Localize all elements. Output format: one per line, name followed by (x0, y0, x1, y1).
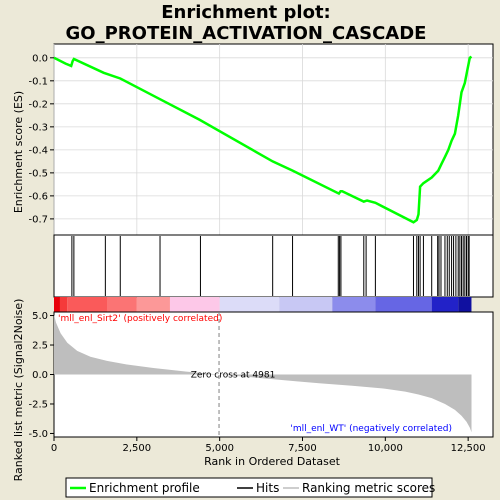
color-bar-segment (169, 297, 220, 312)
es-y-tick-label: -0.4 (28, 145, 48, 156)
color-bar-segment (107, 297, 137, 312)
chart-title-line2: GO_PROTEIN_ACTIVATION_CASCADE (66, 23, 427, 44)
ranking-y-tick-label: -5.0 (28, 429, 48, 440)
x-tick-label: 2,500 (123, 443, 152, 454)
x-axis: 0 2,500 5,000 7,500 10,000 12,500 (51, 437, 486, 454)
x-axis-label: Rank in Ordered Dataset (204, 455, 341, 468)
es-y-axis: 0.0 -0.1 -0.2 -0.3 -0.4 -0.5 -0.6 -0.7 (28, 53, 54, 225)
positive-correlation-label: 'mll_enl_Sirt2' (positively correlated) (58, 314, 222, 324)
ranking-y-tick-label: 5.0 (32, 311, 48, 322)
legend-enrichment-label: Enrichment profile (89, 481, 200, 495)
legend-hits-label: Hits (256, 481, 279, 495)
es-y-tick-label: -0.7 (28, 214, 48, 225)
ranking-metric-area (54, 314, 472, 433)
es-gridlines (53, 44, 493, 235)
color-bar-segment (59, 297, 68, 312)
color-bar-segment (67, 297, 108, 312)
legend-ranking-label: Ranking metric scores (302, 481, 435, 495)
x-tick-label: 10,000 (368, 443, 403, 454)
enrichment-profile-line (53, 55, 473, 224)
color-bar-segment (219, 297, 280, 312)
color-bar-segment (54, 297, 60, 312)
x-tick-label: 12,500 (451, 443, 486, 454)
color-bar-segment (136, 297, 170, 312)
es-y-axis-label: Enrichment score (ES) (12, 91, 25, 213)
es-y-tick-label: -0.5 (28, 168, 48, 179)
negative-correlation-label: 'mll_enl_WT' (negatively correlated) (290, 424, 452, 434)
color-bar-segment (375, 297, 432, 312)
es-panel (53, 43, 494, 236)
ranking-y-tick-label: -2.5 (28, 399, 48, 410)
es-y-tick-label: -0.6 (28, 191, 48, 202)
ranking-y-axis: 5.0 2.5 0.0 -2.5 -5.0 (28, 311, 54, 440)
chart-title-line1: Enrichment plot: (161, 2, 331, 23)
color-bar-segment (332, 297, 376, 312)
zero-cross-label: Zero cross at 4981 (191, 371, 276, 381)
ranking-y-tick-label: 0.0 (32, 370, 48, 381)
x-tick-label: 5,000 (205, 443, 234, 454)
es-y-tick-label: 0.0 (32, 53, 48, 64)
color-bar-segment (431, 297, 459, 312)
x-tick-label: 7,500 (288, 443, 317, 454)
color-bar-segment (279, 297, 333, 312)
hit-markers (71, 236, 470, 296)
ranking-y-tick-label: 2.5 (32, 341, 48, 352)
x-tick-label: 0 (51, 443, 57, 454)
color-bar-segment (458, 297, 472, 312)
es-y-tick-label: -0.2 (28, 99, 48, 110)
ranking-color-bar (54, 297, 472, 312)
ranking-y-axis-label: Ranked list metric (Signal2Noise) (12, 299, 25, 482)
es-y-tick-label: -0.1 (28, 76, 48, 87)
es-y-tick-label: -0.3 (28, 122, 48, 133)
